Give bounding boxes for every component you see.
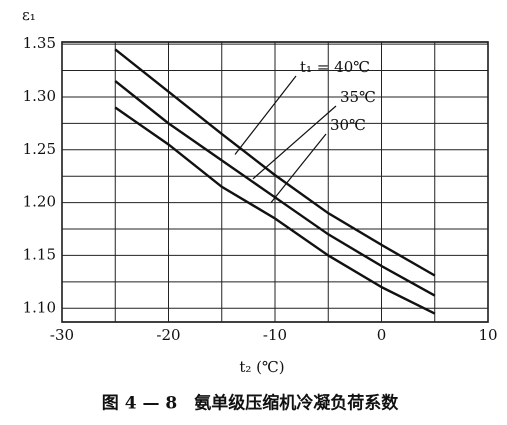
data-line [114, 106, 436, 315]
y-axis-label: ε₁ [22, 6, 36, 24]
y-tick-label: 1.30 [23, 87, 56, 105]
x-tick-label: 10 [478, 326, 497, 344]
y-tick-label: 1.35 [23, 34, 56, 52]
y-tick-label: 1.20 [23, 193, 56, 211]
y-tick-label: 1.10 [23, 298, 56, 316]
legend-label: 35℃ [340, 88, 376, 106]
caption: 图 4 — 8 氨单级压缩机冷凝负荷系数 [102, 393, 399, 414]
x-tick-label: -10 [263, 326, 287, 344]
data-line [114, 48, 436, 277]
x-tick-label: 0 [377, 326, 387, 344]
leader-line [234, 75, 297, 155]
y-tick-label: 1.15 [23, 245, 56, 263]
y-tick-label: 1.25 [23, 140, 56, 158]
leader-line [270, 133, 327, 203]
x-tick-label: -30 [50, 326, 74, 344]
leader-line [252, 105, 337, 180]
x-tick-label: -20 [156, 326, 180, 344]
legend-label: 30℃ [330, 116, 366, 134]
legend-label: t₁ = 40℃ [300, 58, 370, 76]
x-axis-label: t₂ (℃) [239, 358, 284, 376]
